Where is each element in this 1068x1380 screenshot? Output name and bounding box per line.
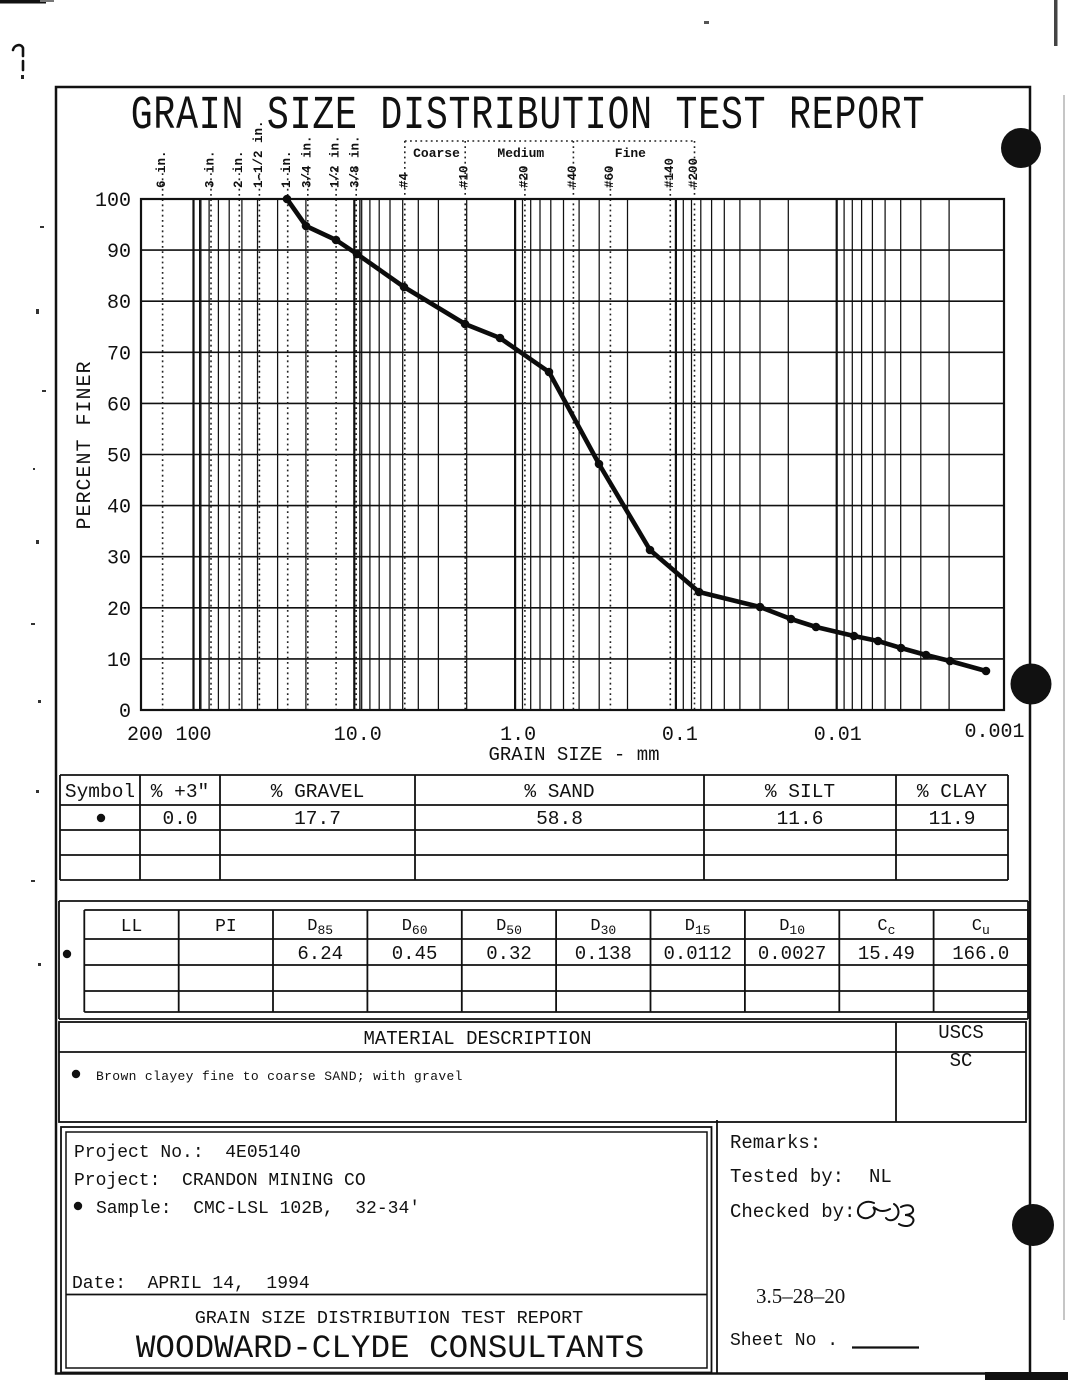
svg-text:1.0: 1.0 [500, 724, 536, 747]
svg-text:D50: D50 [496, 917, 522, 938]
svg-text:GRAIN SIZE DISTRIBUTION TEST R: GRAIN SIZE DISTRIBUTION TEST REPORT [195, 1308, 584, 1329]
svg-text:Fine: Fine [615, 146, 646, 161]
svg-text:USCS: USCS [938, 1022, 984, 1044]
svg-text:0.01: 0.01 [814, 724, 862, 747]
svg-text:WOODWARD-CLYDE CONSULTANTS: WOODWARD-CLYDE CONSULTANTS [136, 1330, 644, 1367]
svg-text:200: 200 [127, 724, 163, 747]
svg-text:Sheet No .: Sheet No . [730, 1331, 838, 1351]
svg-text:% SILT: % SILT [765, 781, 835, 803]
svg-text:Coarse: Coarse [413, 146, 460, 161]
svg-text:1 in.: 1 in. [280, 150, 294, 188]
svg-text:17.7: 17.7 [294, 808, 341, 830]
svg-text:Symbol: Symbol [65, 781, 135, 803]
svg-text:#20: #20 [517, 165, 531, 188]
svg-text:PI: PI [215, 917, 237, 937]
svg-text:0.0: 0.0 [162, 808, 197, 830]
svg-text:11.9: 11.9 [929, 808, 976, 830]
svg-text:60: 60 [107, 394, 131, 417]
svg-text:% CLAY: % CLAY [917, 781, 988, 803]
svg-text:% GRAVEL: % GRAVEL [271, 781, 365, 803]
svg-text:0: 0 [119, 701, 131, 724]
svg-text:3/8 in.: 3/8 in. [349, 135, 363, 188]
svg-text:Project: CRANDON MINING CO: Project: CRANDON MINING CO [74, 1171, 366, 1191]
svg-text:PERCENT FINER: PERCENT FINER [74, 360, 97, 529]
svg-text:#40: #40 [566, 165, 580, 188]
svg-text:#200: #200 [687, 158, 701, 188]
svg-text:GRAIN SIZE DISTRIBUTION TEST R: GRAIN SIZE DISTRIBUTION TEST REPORT [131, 89, 926, 143]
svg-text:NL: NL [869, 1166, 892, 1188]
svg-text:0.138: 0.138 [575, 943, 632, 965]
svg-text:2 in.: 2 in. [232, 150, 246, 188]
svg-text:30: 30 [107, 548, 131, 571]
svg-text:Brown clayey fine to coarse SA: Brown clayey fine to coarse SAND; with g… [96, 1069, 463, 1084]
svg-text:20: 20 [107, 599, 131, 622]
svg-text:3.5–28–20: 3.5–28–20 [756, 1284, 845, 1308]
svg-text:58.8: 58.8 [536, 808, 583, 830]
svg-text:Date: APRIL 14, 1994: Date: APRIL 14, 1994 [72, 1274, 310, 1294]
svg-text:#4: #4 [397, 172, 411, 188]
svg-text:Tested by:: Tested by: [730, 1166, 844, 1188]
svg-text:0.45: 0.45 [392, 943, 438, 965]
svg-text:166.0: 166.0 [952, 943, 1009, 965]
svg-text:MATERIAL DESCRIPTION: MATERIAL DESCRIPTION [363, 1028, 591, 1050]
svg-text:0.0027: 0.0027 [758, 943, 826, 965]
svg-text:SC: SC [950, 1050, 973, 1072]
svg-text:11.6: 11.6 [777, 808, 824, 830]
svg-text:80: 80 [107, 292, 131, 315]
svg-text:Project No.: 4E05140: Project No.: 4E05140 [74, 1143, 301, 1163]
svg-text:0.1: 0.1 [662, 724, 698, 747]
svg-text:100: 100 [95, 190, 131, 213]
svg-text:D10: D10 [779, 917, 805, 938]
svg-text:Medium: Medium [497, 146, 544, 161]
svg-text:15.49: 15.49 [858, 943, 915, 965]
svg-text:#60: #60 [603, 165, 617, 188]
svg-text:10: 10 [107, 650, 131, 673]
svg-text:#140: #140 [663, 158, 677, 188]
svg-text:Checked by:: Checked by: [730, 1201, 855, 1223]
svg-text:Remarks:: Remarks: [730, 1132, 821, 1154]
svg-text:D30: D30 [590, 917, 616, 938]
svg-text:0.32: 0.32 [486, 943, 532, 965]
svg-text:GRAIN SIZE - mm: GRAIN SIZE - mm [488, 744, 659, 766]
svg-text:10.0: 10.0 [334, 724, 382, 747]
svg-text:40: 40 [107, 497, 131, 520]
svg-text:% +3": % +3" [151, 781, 210, 803]
svg-text:50: 50 [107, 446, 131, 469]
svg-text:0.0112: 0.0112 [663, 943, 731, 965]
svg-text:1-1/2 in.: 1-1/2 in. [252, 120, 266, 188]
svg-text:Sample: CMC-LSL 102B, 32-34': Sample: CMC-LSL 102B, 32-34' [96, 1199, 420, 1219]
svg-text:#10: #10 [458, 165, 472, 188]
svg-text:D85: D85 [307, 917, 333, 938]
svg-text:Cu: Cu [972, 917, 990, 938]
svg-text:3/4 in.: 3/4 in. [300, 135, 314, 188]
svg-text:100: 100 [175, 724, 211, 747]
svg-text:D60: D60 [402, 917, 428, 938]
svg-text:70: 70 [107, 343, 131, 366]
svg-text:% SAND: % SAND [524, 781, 594, 803]
svg-text:6.24: 6.24 [297, 943, 343, 965]
svg-text:90: 90 [107, 241, 131, 264]
svg-text:1/2 in.: 1/2 in. [329, 135, 343, 188]
svg-text:6 in.: 6 in. [155, 150, 169, 188]
svg-text:3 in.: 3 in. [204, 150, 218, 188]
svg-text:LL: LL [121, 917, 143, 937]
svg-text:Cc: Cc [877, 917, 895, 938]
svg-text:0.001: 0.001 [964, 721, 1024, 744]
svg-text:D15: D15 [685, 917, 711, 938]
